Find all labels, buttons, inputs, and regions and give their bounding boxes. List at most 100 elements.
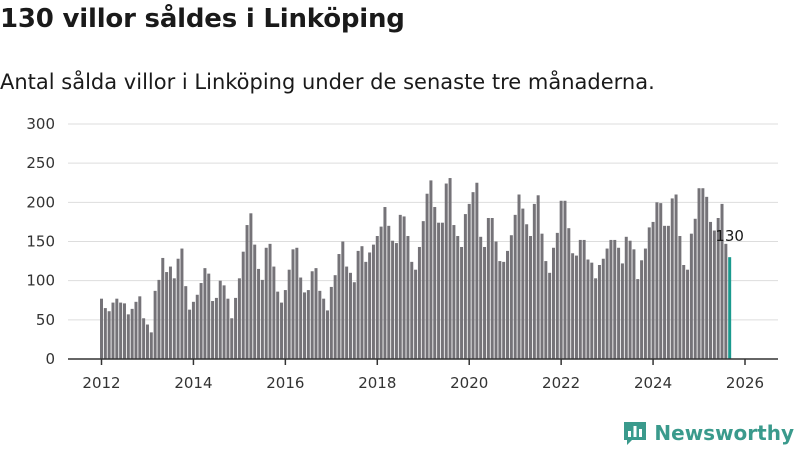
bar — [130, 308, 134, 359]
bar — [398, 214, 402, 359]
bar — [322, 298, 326, 359]
bar — [161, 257, 165, 359]
chart-title: 130 villor såldes i Linköping — [0, 4, 405, 34]
bar — [651, 221, 655, 359]
bar — [218, 280, 222, 359]
y-tick-label: 150 — [26, 233, 55, 251]
bar — [655, 202, 659, 359]
bar — [318, 290, 322, 359]
bar — [697, 188, 701, 359]
bar — [659, 203, 663, 359]
bar — [172, 278, 176, 359]
bar — [716, 218, 720, 359]
bar — [605, 248, 609, 359]
bar — [632, 249, 636, 359]
bar — [272, 266, 276, 359]
bar — [326, 310, 329, 359]
bar — [521, 208, 525, 359]
bar — [368, 252, 372, 359]
last-value-label: 130 — [715, 227, 744, 245]
bar — [444, 183, 448, 359]
bar — [191, 301, 195, 359]
bar — [693, 218, 697, 359]
bar — [433, 207, 437, 359]
bar — [544, 261, 548, 359]
bar — [333, 275, 337, 359]
bar — [647, 227, 651, 359]
bar — [291, 249, 295, 359]
bar — [574, 255, 578, 359]
bar — [383, 207, 387, 359]
y-tick-label: 0 — [45, 350, 55, 368]
bar — [701, 188, 705, 359]
x-tick-label: 2012 — [82, 374, 120, 392]
bar — [624, 236, 628, 359]
bar — [513, 214, 517, 359]
bar — [421, 221, 425, 359]
bar-latest — [728, 257, 732, 359]
bar — [257, 268, 261, 359]
bar — [643, 248, 647, 359]
bar — [682, 265, 686, 359]
bar — [203, 268, 207, 359]
bar — [165, 272, 169, 359]
bar — [337, 254, 341, 359]
bar — [448, 178, 452, 359]
y-tick-label: 200 — [26, 193, 55, 211]
bar — [115, 298, 119, 359]
bar — [360, 246, 364, 359]
bar — [387, 225, 391, 359]
bar — [195, 294, 199, 359]
y-axis-ticks: 0 50 100 150 200 250 300 — [26, 115, 55, 368]
bar — [483, 246, 487, 359]
bar — [314, 268, 318, 359]
bar — [437, 222, 441, 359]
bar — [417, 246, 421, 359]
x-tick-label: 2022 — [542, 374, 580, 392]
bar — [578, 239, 582, 359]
bar — [245, 225, 249, 359]
x-tick-label: 2024 — [634, 374, 672, 392]
x-tick-label: 2020 — [450, 374, 488, 392]
bar — [517, 194, 521, 359]
bar — [551, 247, 555, 359]
bar — [609, 239, 613, 359]
bar — [532, 203, 536, 359]
bar — [674, 194, 678, 359]
bar — [134, 301, 138, 359]
bar — [571, 253, 575, 359]
bar — [425, 193, 429, 359]
newsworthy-logo-icon — [624, 422, 647, 445]
bar — [276, 291, 280, 359]
bar — [456, 236, 460, 359]
brand-name: Newsworthy — [654, 421, 794, 445]
bar — [126, 314, 130, 359]
x-tick-label: 2026 — [726, 374, 764, 392]
bar — [486, 218, 490, 359]
bar — [586, 259, 590, 359]
bar — [264, 247, 268, 359]
brand-logo[interactable]: Newsworthy — [622, 420, 794, 446]
bar — [371, 244, 375, 359]
bar — [379, 226, 383, 359]
bar — [119, 302, 123, 359]
bar — [329, 286, 333, 359]
bar — [280, 302, 284, 359]
bar — [391, 240, 395, 359]
bar — [241, 251, 245, 359]
bar — [475, 182, 479, 359]
bars — [100, 178, 732, 359]
bar — [394, 243, 398, 359]
bar — [640, 260, 644, 359]
bar — [479, 236, 483, 359]
bar — [724, 243, 728, 359]
bar — [709, 221, 713, 359]
bar — [180, 248, 184, 359]
bar — [211, 301, 215, 359]
bar — [414, 269, 418, 359]
bar — [620, 263, 624, 359]
bar — [613, 239, 617, 359]
bar — [230, 318, 234, 359]
bar — [509, 235, 513, 359]
bar — [529, 236, 532, 359]
